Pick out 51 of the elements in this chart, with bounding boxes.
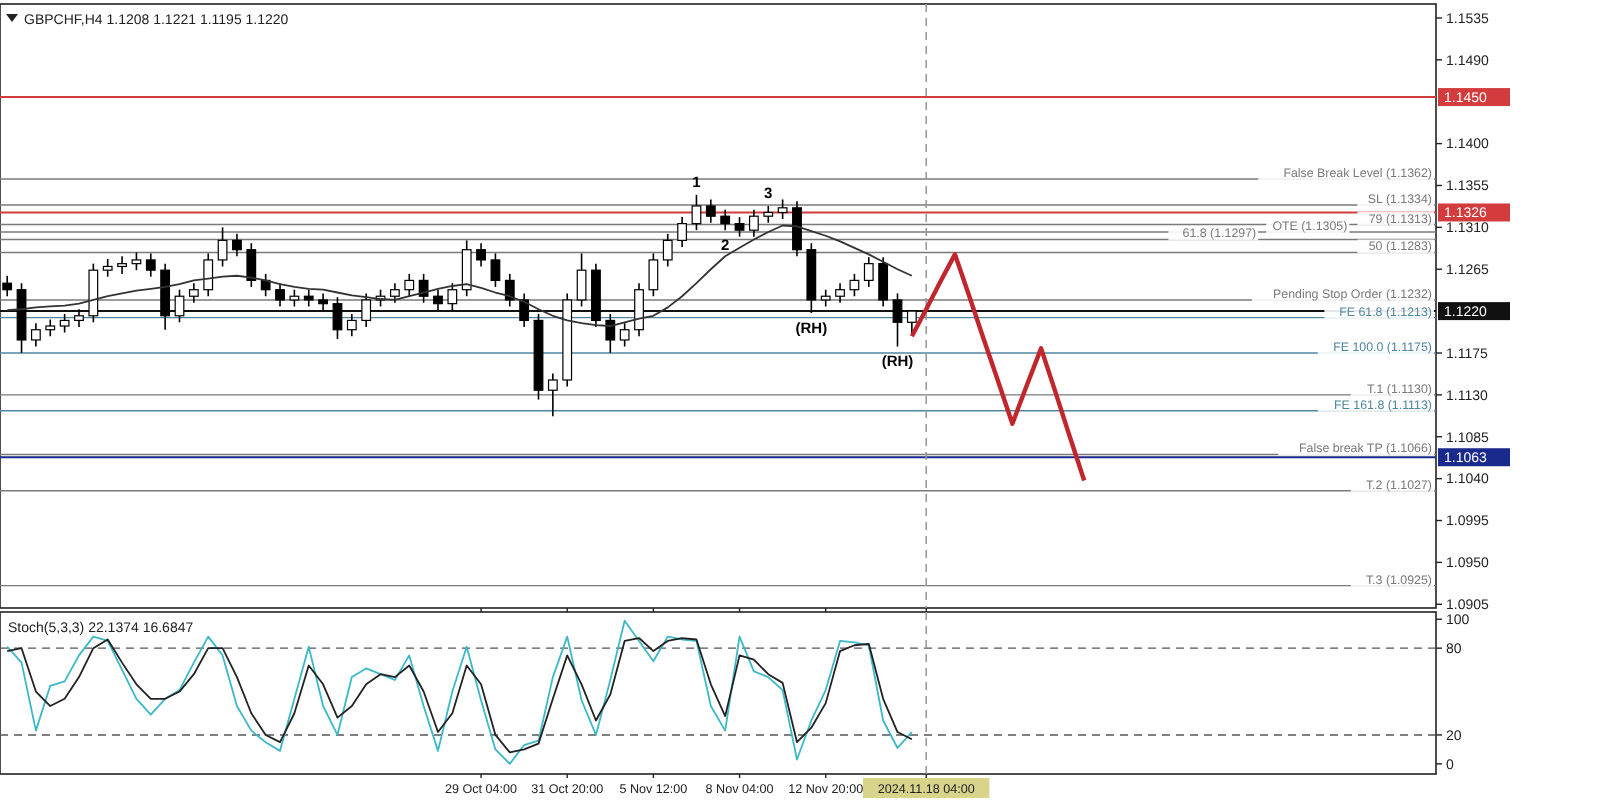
candlestick: [504, 273, 515, 308]
candlestick: [892, 292, 903, 348]
candlestick: [160, 262, 171, 331]
candlestick: [2, 274, 13, 298]
candlestick: [677, 216, 688, 248]
candlestick: [117, 255, 127, 275]
candlestick: [720, 208, 731, 231]
candlestick: [232, 233, 242, 258]
candlestick: [648, 252, 659, 298]
candlestick: [217, 226, 228, 268]
candlestick: [662, 233, 673, 268]
candlestick: [433, 288, 443, 311]
candlestick: [734, 216, 745, 238]
candlestick: [835, 282, 845, 304]
candlestick: [476, 242, 486, 268]
candlestick: [145, 252, 156, 278]
candlestick: [418, 273, 429, 304]
line-series: [6, 637, 913, 754]
candlestick: [863, 256, 874, 288]
candlestick: [447, 282, 458, 311]
candlestick: [878, 256, 889, 308]
candlestick: [404, 273, 415, 298]
candlestick: [634, 282, 644, 338]
candlestick: [361, 292, 372, 328]
candlestick: [547, 372, 558, 418]
candlestick: [389, 282, 400, 304]
candlestick: [88, 262, 99, 324]
candlestick: [332, 296, 343, 340]
candlestick: [59, 313, 70, 334]
candlestick: [275, 282, 285, 308]
candlestick: [490, 252, 501, 288]
candlestick: [246, 242, 257, 288]
candlestick: [519, 292, 530, 328]
candlestick: [792, 200, 802, 258]
candlestick: [705, 198, 716, 224]
candlestick: [203, 252, 214, 298]
candlestick: [102, 258, 113, 278]
line-series: [6, 619, 913, 765]
candlestick: [30, 322, 41, 348]
candlestick: [619, 322, 630, 348]
candlestick: [188, 282, 199, 304]
candlestick: [605, 313, 616, 354]
candlestick: [777, 198, 788, 220]
candlestick: [461, 239, 472, 298]
candlestick: [691, 193, 702, 231]
candlestick: [849, 273, 860, 298]
candlestick: [748, 208, 759, 238]
candlestick: [346, 313, 357, 338]
candlestick: [906, 309, 917, 336]
line-series: [909, 252, 1087, 483]
candlestick: [576, 252, 587, 308]
